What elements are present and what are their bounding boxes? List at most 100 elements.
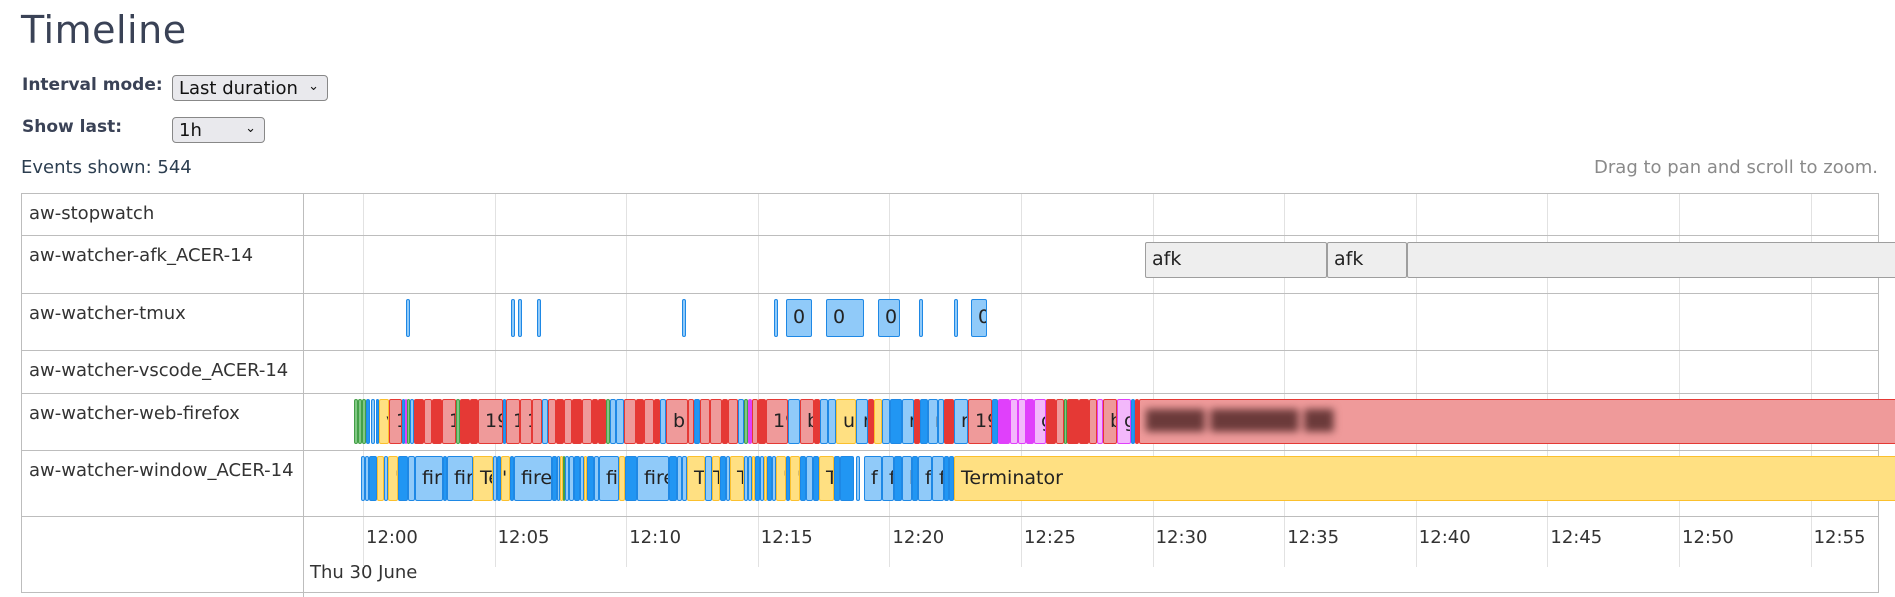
- timeline-event[interactable]: r: [902, 399, 914, 444]
- timeline-event[interactable]: [510, 456, 514, 501]
- timeline-event[interactable]: [456, 399, 460, 444]
- timeline-event[interactable]: [402, 399, 405, 444]
- show-last-select[interactable]: 1h ⌄: [172, 117, 265, 143]
- timeline-event[interactable]: fire: [637, 456, 669, 501]
- timeline-event[interactable]: [944, 399, 954, 444]
- timeline-event[interactable]: [358, 399, 362, 444]
- timeline-event[interactable]: 19: [478, 399, 503, 444]
- timeline-event[interactable]: [938, 399, 944, 444]
- timeline-event[interactable]: [834, 456, 840, 501]
- timeline-event[interactable]: [493, 456, 497, 501]
- timeline-event[interactable]: [720, 456, 726, 501]
- timeline-event[interactable]: [606, 399, 610, 444]
- timeline-event[interactable]: [774, 299, 778, 337]
- timeline-event[interactable]: [406, 299, 410, 337]
- timeline-event[interactable]: [1067, 399, 1079, 444]
- timeline-event[interactable]: f: [882, 456, 894, 501]
- timeline-event[interactable]: [365, 456, 369, 501]
- timeline-event[interactable]: afk: [1327, 242, 1407, 278]
- timeline-event[interactable]: [366, 399, 370, 444]
- timeline-event[interactable]: [752, 399, 758, 444]
- timeline-event[interactable]: [1135, 399, 1139, 444]
- timeline-lane[interactable]: [304, 351, 1878, 393]
- timeline-event[interactable]: [894, 456, 902, 501]
- timeline-event[interactable]: [806, 456, 813, 501]
- timeline-event[interactable]: [705, 456, 712, 501]
- timeline-event[interactable]: [912, 456, 918, 501]
- timeline-event[interactable]: [518, 299, 522, 337]
- timeline-event[interactable]: [760, 456, 764, 501]
- timeline-event[interactable]: [408, 456, 415, 501]
- timeline-event[interactable]: [944, 456, 949, 501]
- timeline-event[interactable]: [497, 456, 501, 501]
- timeline-event[interactable]: [625, 456, 637, 501]
- timeline-event[interactable]: [384, 456, 388, 501]
- timeline-event[interactable]: fire: [514, 456, 552, 501]
- timeline-event[interactable]: [624, 399, 636, 444]
- timeline-event[interactable]: [654, 399, 660, 444]
- timeline-event[interactable]: [369, 456, 377, 501]
- timeline-event[interactable]: ████ ██████ ██: [1139, 399, 1895, 444]
- timeline-event[interactable]: [949, 456, 954, 501]
- timeline-event[interactable]: [580, 456, 584, 501]
- timeline-event[interactable]: [598, 399, 606, 444]
- timeline-event[interactable]: ': [388, 456, 398, 501]
- timeline-event[interactable]: [738, 399, 744, 444]
- timeline-event[interactable]: 0: [786, 299, 812, 337]
- timeline-event[interactable]: [669, 456, 677, 501]
- timeline-event[interactable]: [786, 456, 790, 501]
- timeline-event[interactable]: [503, 399, 506, 444]
- timeline-event[interactable]: [537, 299, 541, 337]
- timeline-event[interactable]: [1056, 399, 1064, 444]
- timeline-event[interactable]: afk: [1145, 242, 1327, 278]
- timeline-event[interactable]: [443, 456, 447, 501]
- timeline-event[interactable]: [610, 399, 616, 444]
- timeline-event[interactable]: [920, 399, 928, 444]
- timeline-event[interactable]: [722, 399, 728, 444]
- timeline-event[interactable]: [1010, 399, 1018, 444]
- timeline-event[interactable]: Te: [473, 456, 493, 501]
- timeline-event[interactable]: [726, 456, 730, 501]
- timeline-event[interactable]: [744, 399, 748, 444]
- timeline-event[interactable]: [1097, 399, 1103, 444]
- timeline-event[interactable]: [1079, 399, 1089, 444]
- timeline-event[interactable]: [582, 399, 592, 444]
- timeline-event[interactable]: [557, 456, 560, 501]
- timeline-event[interactable]: [688, 399, 694, 444]
- timeline-event[interactable]: ': [790, 456, 800, 501]
- timeline-event[interactable]: fi: [599, 456, 619, 501]
- timeline-event[interactable]: [890, 399, 902, 444]
- timeline-event[interactable]: [354, 399, 358, 444]
- timeline-event[interactable]: [954, 299, 958, 337]
- timeline-event[interactable]: T: [687, 456, 705, 501]
- timeline-event[interactable]: [460, 399, 470, 444]
- timeline-event[interactable]: b: [800, 399, 814, 444]
- timeline-event[interactable]: [1089, 399, 1097, 444]
- timeline-event[interactable]: [677, 456, 682, 501]
- timeline-chart[interactable]: aw-stopwatch aw-watcher-afk_ACER-14 afk a…: [21, 193, 1895, 597]
- timeline-event[interactable]: 1: [389, 399, 402, 444]
- timeline-event[interactable]: [560, 456, 563, 501]
- timeline-event[interactable]: [682, 456, 687, 501]
- timeline-event[interactable]: b: [666, 399, 688, 444]
- timeline-event[interactable]: [616, 399, 624, 444]
- timeline-event[interactable]: [1407, 242, 1895, 278]
- timeline-event[interactable]: [840, 456, 854, 501]
- interval-mode-select[interactable]: Last duration ⌄: [172, 75, 328, 101]
- timeline-event[interactable]: [1026, 399, 1034, 444]
- timeline-event[interactable]: [755, 456, 760, 501]
- timeline-event[interactable]: Terminator: [954, 456, 1895, 501]
- timeline-event[interactable]: [728, 399, 738, 444]
- timeline-event[interactable]: [574, 456, 580, 501]
- timeline-event[interactable]: [552, 456, 557, 501]
- timeline-event[interactable]: [1131, 399, 1135, 444]
- timeline-event[interactable]: [376, 399, 379, 444]
- timeline-event[interactable]: v: [379, 399, 389, 444]
- timeline-event[interactable]: [700, 399, 710, 444]
- timeline-event[interactable]: [361, 456, 365, 501]
- timeline-event[interactable]: 0: [971, 299, 987, 337]
- timeline-event[interactable]: [569, 456, 574, 501]
- timeline-event[interactable]: [405, 399, 407, 444]
- timeline-lane[interactable]: 0 0 0 0: [304, 294, 1878, 350]
- timeline-event[interactable]: 0: [878, 299, 900, 337]
